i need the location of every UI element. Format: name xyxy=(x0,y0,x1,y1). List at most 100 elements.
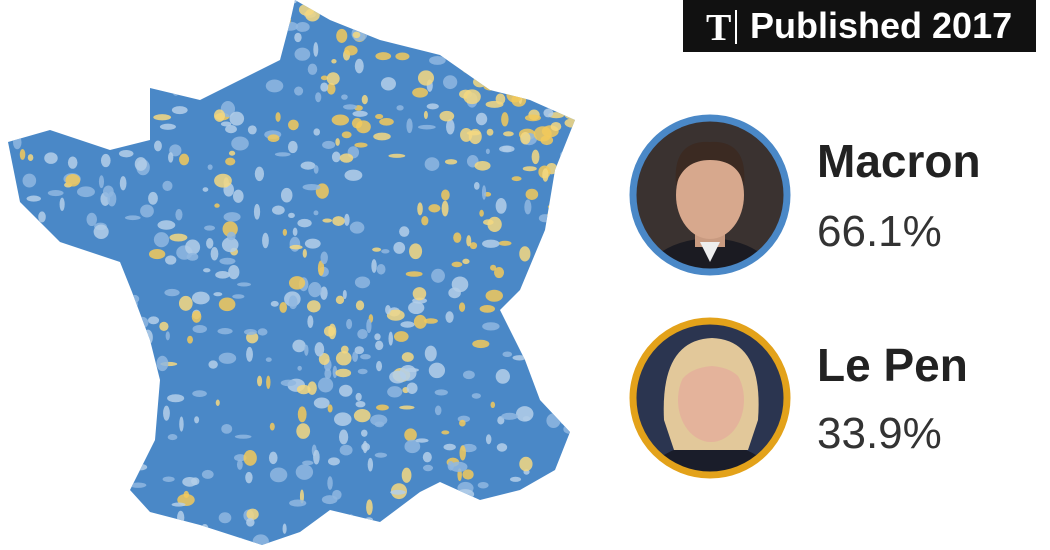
map-patch xyxy=(396,105,404,111)
map-patch xyxy=(467,68,484,77)
map-patch xyxy=(159,123,176,130)
map-patch xyxy=(257,328,268,336)
map-patch xyxy=(103,185,114,198)
map-patch xyxy=(230,66,249,76)
map-patch xyxy=(355,300,365,311)
map-patch xyxy=(298,3,315,16)
map-patch xyxy=(179,153,190,166)
map-patch xyxy=(93,38,105,48)
map-patch xyxy=(335,368,352,378)
map-patch xyxy=(462,370,475,380)
map-patch xyxy=(172,87,180,96)
map-patch xyxy=(130,99,147,114)
map-patch xyxy=(234,39,244,49)
map-patch xyxy=(399,405,415,410)
map-patch xyxy=(19,367,27,372)
map-patch xyxy=(480,33,487,43)
map-patch xyxy=(11,328,19,344)
map-patch xyxy=(171,502,186,507)
map-patch xyxy=(544,246,550,261)
map-patch xyxy=(525,27,539,34)
map-patch xyxy=(445,311,454,323)
map-patch xyxy=(297,365,302,371)
map-patch xyxy=(232,294,245,299)
map-patch xyxy=(445,37,455,47)
map-patch xyxy=(538,306,551,319)
map-patch xyxy=(44,348,56,365)
map-patch xyxy=(118,5,128,15)
map-patch xyxy=(265,79,284,93)
map-patch xyxy=(308,281,322,298)
map-patch xyxy=(320,286,328,300)
map-patch xyxy=(87,271,93,276)
map-patch xyxy=(313,42,319,57)
map-patch xyxy=(179,416,184,432)
map-patch xyxy=(40,236,54,243)
map-patch xyxy=(564,118,575,128)
map-patch xyxy=(351,117,363,129)
map-patch xyxy=(165,541,179,545)
map-patch xyxy=(459,445,466,461)
map-patch xyxy=(217,328,233,335)
map-patch xyxy=(297,406,307,423)
map-patch xyxy=(192,324,208,334)
map-patch xyxy=(246,508,259,520)
map-patch xyxy=(109,467,125,482)
map-patch xyxy=(475,6,485,18)
map-patch xyxy=(370,414,388,426)
map-patch xyxy=(525,49,542,60)
map-patch xyxy=(148,248,166,260)
map-patch xyxy=(367,457,374,472)
map-patch xyxy=(214,11,227,16)
map-patch xyxy=(124,413,142,420)
map-patch xyxy=(558,373,568,388)
map-patch xyxy=(388,153,406,158)
map-patch xyxy=(516,406,534,422)
map-patch xyxy=(221,237,239,253)
map-patch xyxy=(357,0,368,11)
map-patch xyxy=(388,331,393,346)
map-patch xyxy=(485,434,492,445)
candidate-share: 66.1% xyxy=(817,207,942,256)
map-patch xyxy=(443,31,457,40)
map-patch xyxy=(489,78,498,90)
map-patch xyxy=(294,32,302,43)
map-patch xyxy=(140,111,149,119)
map-patch xyxy=(109,348,122,362)
map-patch xyxy=(148,191,158,205)
map-patch xyxy=(280,187,293,203)
map-patch xyxy=(443,75,458,90)
map-patch xyxy=(183,490,189,499)
map-patch xyxy=(383,33,388,40)
map-patch xyxy=(561,56,575,68)
map-patch xyxy=(495,369,510,384)
map-patch xyxy=(355,392,362,401)
map-patch xyxy=(568,210,575,217)
map-patch xyxy=(546,517,555,533)
map-patch xyxy=(327,404,333,413)
map-patch xyxy=(449,461,468,472)
map-patch xyxy=(42,368,50,378)
map-patch xyxy=(229,69,246,79)
map-patch xyxy=(496,443,508,452)
map-patch xyxy=(399,226,410,237)
map-patch xyxy=(269,467,288,483)
map-patch xyxy=(47,190,64,197)
map-patch xyxy=(557,107,570,113)
map-patch xyxy=(509,476,522,482)
map-patch xyxy=(234,5,252,10)
map-patch xyxy=(413,314,427,329)
map-patch xyxy=(289,499,307,507)
map-patch xyxy=(519,246,531,262)
map-patch xyxy=(558,250,571,259)
map-patch xyxy=(468,128,482,145)
map-patch xyxy=(518,88,523,104)
map-patch xyxy=(406,118,413,134)
map-patch xyxy=(33,468,46,485)
map-patch xyxy=(461,518,468,529)
map-patch xyxy=(385,304,391,315)
map-patch xyxy=(77,340,86,350)
map-patch xyxy=(188,76,197,92)
map-patch xyxy=(492,32,501,37)
map-patch xyxy=(322,218,333,223)
